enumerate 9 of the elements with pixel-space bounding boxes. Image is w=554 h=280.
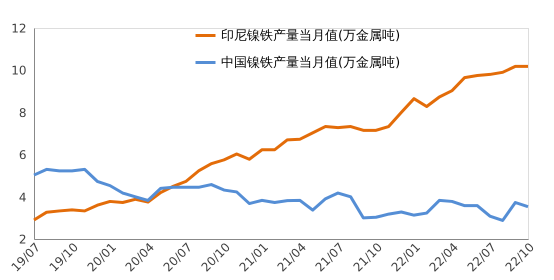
- y-tick-label: 6: [18, 148, 26, 162]
- legend-label: 印尼镍铁产量当月值(万金属吨): [221, 28, 400, 44]
- y-tick-label: 2: [18, 232, 26, 246]
- legend-label: 中国镍铁产量当月值(万金属吨): [221, 56, 400, 70]
- y-tick-label: 10: [11, 64, 26, 78]
- y-tick-label: 8: [18, 106, 26, 120]
- line-series: [32, 168, 530, 222]
- y-tick-label: 4: [18, 190, 26, 204]
- y-tick-label: 12: [11, 22, 26, 36]
